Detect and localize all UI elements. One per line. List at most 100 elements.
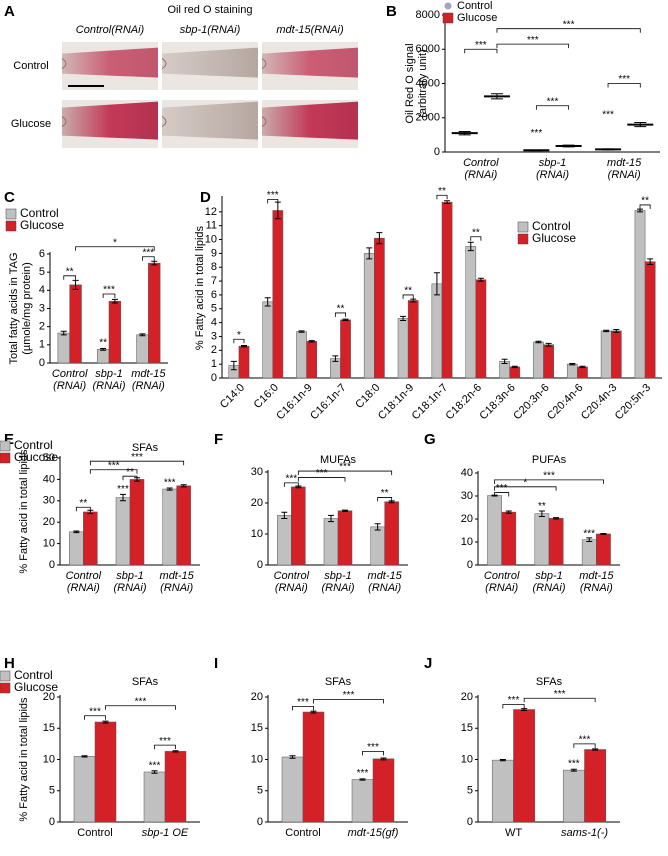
error-bar	[308, 340, 315, 343]
x-tick-label: mdt-15	[131, 368, 166, 380]
legend-swatch	[0, 440, 11, 452]
panel-letter: C	[4, 189, 15, 206]
error-bar	[569, 362, 576, 366]
x-tick-label: C14:0	[218, 382, 247, 411]
worm-head	[61, 58, 67, 70]
x-tick-label: sbp-1	[95, 368, 123, 380]
bar	[431, 283, 443, 379]
significance-label: ***	[339, 462, 351, 473]
bar	[562, 769, 585, 823]
significance-label: **	[99, 337, 107, 348]
significance-label: ***	[475, 40, 487, 51]
y-tick-label: 4	[39, 284, 45, 296]
error-bar	[562, 144, 575, 148]
y-tick-label: 5	[467, 785, 473, 797]
x-tick-label: mdt-15	[368, 570, 403, 582]
error-bar	[172, 750, 179, 753]
y-axis-label: (µmole/mg protein)	[21, 262, 33, 355]
bar	[610, 330, 622, 379]
error-bar	[328, 514, 334, 523]
error-bar	[374, 523, 381, 531]
x-tick-label: C16:0	[252, 382, 281, 411]
significance-label: ***	[297, 697, 309, 708]
worm-head	[161, 116, 167, 128]
x-tick-label: C20:4n-6	[545, 382, 585, 422]
significance-label: ***	[583, 528, 595, 539]
y-tick-label: 12	[205, 206, 217, 218]
bar	[634, 210, 646, 379]
legend-swatch	[517, 221, 529, 233]
significance-label: ***	[357, 768, 369, 779]
worm-head	[161, 58, 167, 70]
significance-bracket	[84, 715, 106, 720]
error-bar	[570, 768, 577, 772]
y-tick-label: 3	[211, 330, 217, 342]
x-tick-label: sbp-1	[535, 570, 563, 582]
legend-label: Glucose	[532, 231, 576, 245]
significance-bracket	[154, 744, 176, 750]
bar	[397, 318, 409, 379]
error-bar	[151, 260, 158, 266]
x-tick-label: sbp-1	[116, 570, 144, 582]
bar	[129, 479, 145, 566]
x-tick-label: C18:3n-6	[477, 382, 517, 422]
y-axis-label: (arbitrary unit)	[417, 49, 429, 117]
bar	[83, 511, 98, 566]
y-tick-label: 7	[211, 275, 217, 287]
error-bar	[553, 517, 560, 520]
bar	[340, 319, 351, 379]
legend-swatch	[0, 682, 11, 694]
bar	[57, 332, 70, 364]
bar	[351, 779, 374, 823]
error-bar	[602, 148, 615, 151]
error-bar	[376, 232, 383, 245]
significance-bracket	[89, 460, 185, 466]
row-label: Glucose	[11, 118, 51, 130]
x-tick-label: C18:1n-7	[410, 382, 450, 422]
x-tick-label: (RNAi)	[275, 582, 308, 594]
y-tick-label: 20	[461, 691, 473, 703]
row-label: Control	[13, 60, 48, 72]
legend-label: Glucose	[457, 12, 497, 24]
y-tick-label: 1	[39, 339, 45, 351]
panel-letter: D	[200, 189, 211, 206]
panel-letter: H	[4, 655, 15, 672]
chart-title: SFAs	[325, 676, 352, 688]
y-tick-label: 0	[257, 816, 263, 828]
y-axis-label: % Fatty acid in total lipids	[18, 449, 30, 574]
y-axis-label: % Fatty acid in total lipids	[18, 697, 30, 822]
y-tick-label: 9	[211, 247, 217, 259]
x-tick-label: C18:1n-9	[376, 382, 416, 422]
bar	[407, 300, 419, 379]
chart-title: MUFAs	[320, 454, 357, 466]
bar	[238, 345, 250, 379]
y-tick-label: 10	[43, 538, 55, 550]
significance-bracket	[313, 699, 384, 704]
y-tick-label: 0	[49, 816, 55, 828]
significance-label: *	[113, 237, 117, 248]
error-bar	[264, 297, 271, 307]
error-bar	[241, 344, 247, 348]
significance-label: *	[237, 330, 241, 341]
error-bar	[521, 708, 528, 711]
bar	[491, 759, 514, 823]
significance-label: **	[641, 196, 649, 207]
bar	[509, 366, 521, 379]
y-tick-label: 15	[251, 722, 263, 734]
significance-label: ***	[142, 247, 154, 258]
significance-bracket	[639, 204, 651, 209]
significance-bracket	[105, 705, 176, 710]
bar	[363, 253, 375, 379]
y-tick-label: 5	[39, 266, 45, 278]
significance-label: ***	[579, 735, 591, 746]
error-bar	[281, 511, 288, 519]
panel-letter: G	[424, 431, 436, 448]
error-bar	[410, 298, 417, 303]
error-bar	[501, 358, 508, 364]
legend-label: Glucose	[20, 218, 64, 232]
y-tick-label: 10	[251, 753, 263, 765]
significance-label: ***	[618, 74, 630, 85]
worm-head	[261, 116, 267, 128]
significance-label: ***	[367, 742, 379, 753]
bar	[296, 331, 307, 379]
